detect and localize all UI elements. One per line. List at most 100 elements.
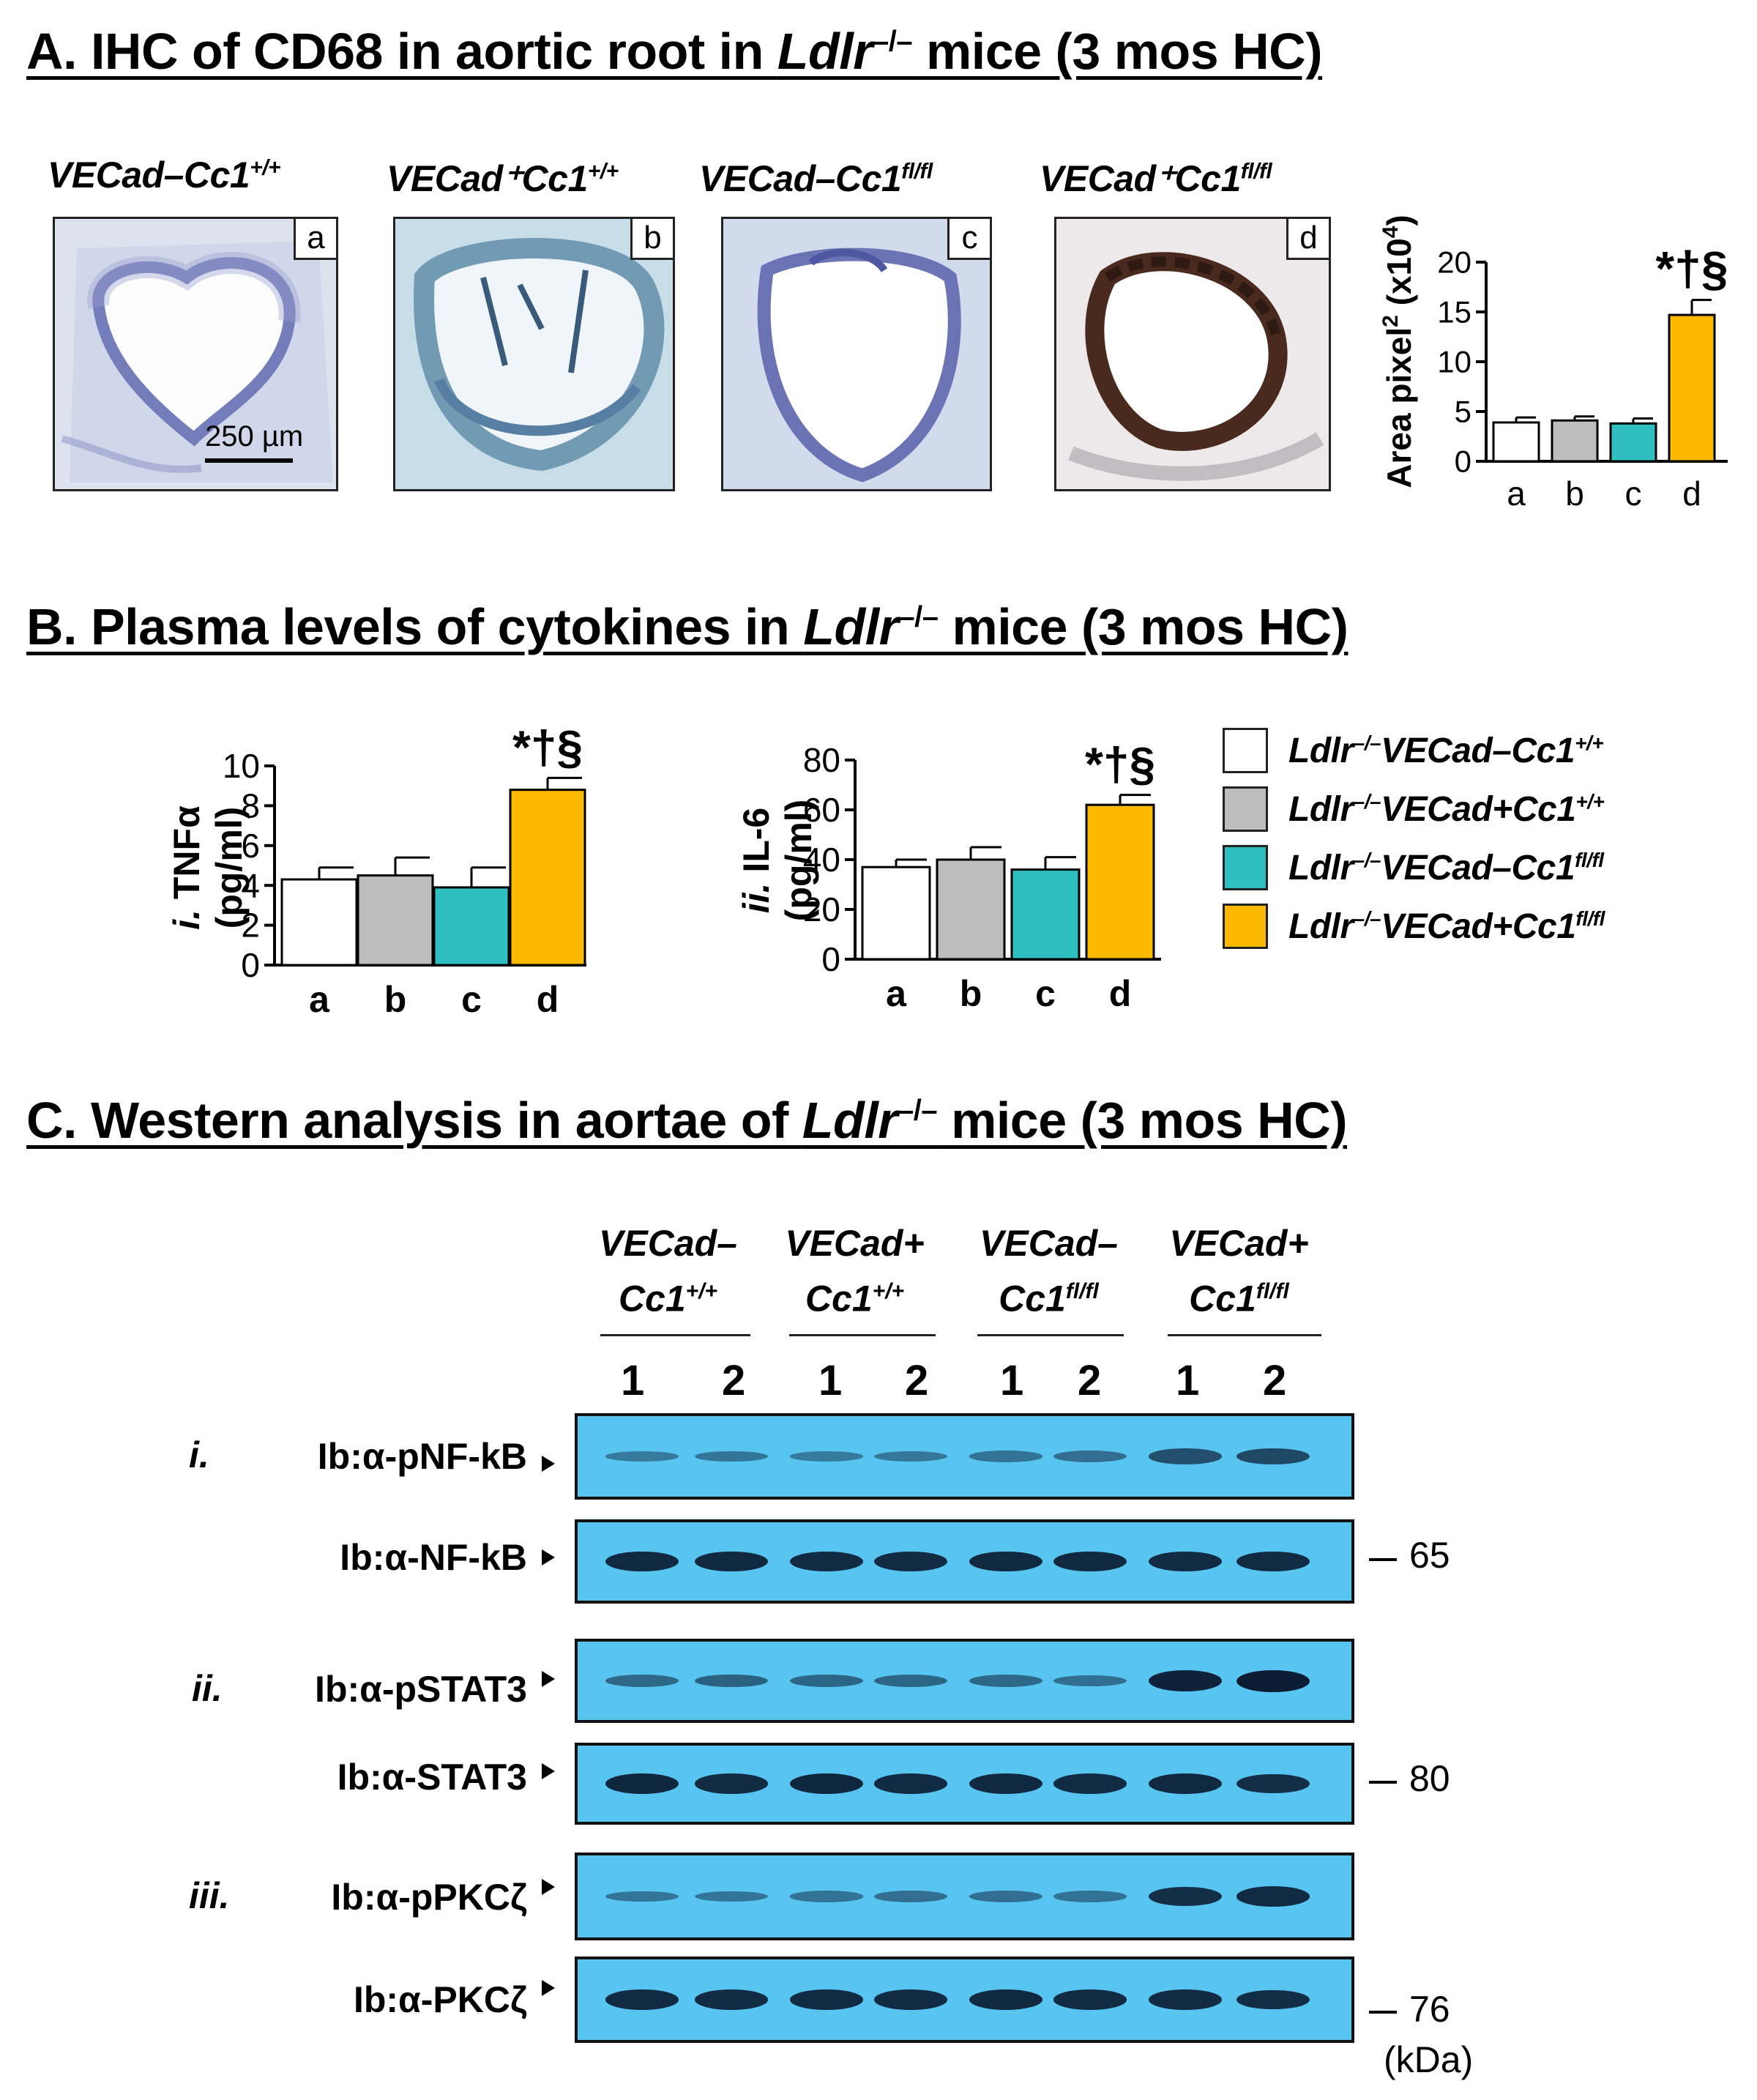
legend-item-a: Ldlr–/–VECad–Cc1+/+ bbox=[1223, 725, 1604, 776]
blot-band bbox=[1236, 1448, 1310, 1465]
legend-item-d: Ldlr–/–VECad+Cc1fl/fl bbox=[1223, 901, 1605, 952]
blot-band bbox=[1236, 1773, 1310, 1794]
blot-band bbox=[1149, 1886, 1222, 1907]
blot-band bbox=[1053, 1773, 1127, 1794]
scale-bar-label: 250 µm bbox=[205, 420, 304, 453]
y-tick-label: 10 bbox=[223, 747, 260, 785]
section-a-title-post: mice (3 mos HC) bbox=[912, 23, 1323, 80]
category-label: a bbox=[1507, 474, 1526, 513]
bar-d bbox=[509, 789, 586, 967]
blot-label-6: Ib:α-PKCζ bbox=[353, 1979, 527, 2020]
blot-arrow-5 bbox=[542, 1879, 555, 1895]
blot-arrow-1 bbox=[542, 1456, 555, 1472]
y-tick-label: 2 bbox=[241, 906, 260, 945]
blot-arrow-3 bbox=[542, 1671, 555, 1687]
y-tick-label: 60 bbox=[803, 791, 840, 829]
blot-band bbox=[1053, 1675, 1127, 1687]
blot-band bbox=[695, 1891, 768, 1902]
bar-c bbox=[1609, 422, 1657, 463]
legend-label-c: Ldlr–/–VECad–Cc1fl/fl bbox=[1288, 848, 1604, 887]
micrograph-d: d bbox=[1054, 217, 1331, 491]
lane-number-1: 1 bbox=[621, 1357, 645, 1404]
blot-band bbox=[695, 1674, 768, 1688]
blot-band bbox=[790, 1551, 863, 1572]
chart-il6: 0 20 40 60 80 a b c d *†§ ii. IL-6 (pg/ml) bbox=[736, 738, 1161, 1014]
section-b-title-gene: Ldlr bbox=[803, 598, 899, 655]
blot-band bbox=[695, 1451, 768, 1462]
category-label: a bbox=[309, 979, 330, 1020]
legend-item-c: Ldlr–/–VECad–Cc1fl/fl bbox=[1223, 842, 1604, 893]
section-c-title-gene: Ldlr bbox=[802, 1092, 898, 1149]
blot-band bbox=[1149, 1773, 1222, 1794]
blot-band bbox=[695, 1551, 768, 1572]
legend-label-d: Ldlr–/–VECad+Cc1fl/fl bbox=[1288, 906, 1605, 946]
section-a-title: A. IHC of CD68 in aortic root in Ldlr–/–… bbox=[26, 22, 1323, 81]
blot-band bbox=[969, 1773, 1042, 1794]
bar-d bbox=[1668, 313, 1716, 463]
micro-letter-c: c bbox=[947, 219, 990, 260]
blot-band bbox=[874, 1891, 947, 1902]
section-a-title-sup: –/– bbox=[873, 25, 913, 58]
blot-panel-6 bbox=[575, 1956, 1354, 2043]
blot-label-3: Ib:α-pSTAT3 bbox=[315, 1669, 527, 1710]
y-tick-label: 6 bbox=[241, 827, 260, 865]
micro-label-a: VECad–Cc1+/+ bbox=[48, 154, 281, 196]
blot-band bbox=[874, 1773, 947, 1794]
section-b-title-pre: B. Plasma levels of cytokines in bbox=[26, 598, 804, 655]
blot-band bbox=[1149, 1670, 1222, 1691]
blot-band bbox=[1236, 1989, 1310, 2010]
blot-panel-4 bbox=[575, 1743, 1354, 1825]
micrograph-a-image bbox=[55, 219, 336, 489]
blot-panel-3 bbox=[575, 1639, 1354, 1723]
legend-item-b: Ldlr–/–VECad+Cc1+/+ bbox=[1223, 783, 1605, 835]
blot-band bbox=[605, 1891, 679, 1902]
blot-band bbox=[605, 1551, 679, 1572]
significance-label: *†§ bbox=[512, 721, 583, 773]
lane-number-6: 2 bbox=[1078, 1357, 1102, 1404]
kda-label: (kDa) bbox=[1384, 2039, 1474, 2080]
micrograph-d-image bbox=[1056, 219, 1329, 489]
y-tick-label: 20 bbox=[803, 890, 840, 928]
blot-band bbox=[1053, 1989, 1127, 2010]
blot-band bbox=[969, 1989, 1042, 2010]
bar-c bbox=[1010, 868, 1081, 961]
chart-a-area: 0 5 10 15 20 a b c d *†§ Area pixel2 (x104) bbox=[1379, 215, 1728, 513]
group-header-2: VECad+ Cc1+/+ bbox=[785, 1223, 925, 1319]
lane-number-3: 1 bbox=[818, 1357, 843, 1404]
blot-band bbox=[874, 1674, 947, 1688]
y-tick-label: 0 bbox=[821, 940, 840, 978]
section-a-title-gene: Ldlr bbox=[777, 23, 873, 80]
category-label: c bbox=[461, 979, 482, 1020]
significance-label: *†§ bbox=[1655, 242, 1728, 296]
blot-band bbox=[790, 1989, 863, 2010]
legend-swatch-d bbox=[1223, 904, 1268, 949]
legend-label-b: Ldlr–/–VECad+Cc1+/+ bbox=[1288, 789, 1605, 829]
blot-arrow-2 bbox=[542, 1549, 555, 1565]
legend-swatch-a bbox=[1223, 728, 1268, 773]
y-tick-label: 40 bbox=[803, 841, 840, 879]
blot-roman-3: iii. bbox=[189, 1875, 230, 1916]
group-line-1 bbox=[600, 1334, 750, 1336]
blot-band bbox=[969, 1675, 1042, 1687]
y-tick-label: 15 bbox=[1437, 295, 1471, 329]
blot-band bbox=[874, 1989, 947, 2010]
scale-bar bbox=[205, 458, 293, 463]
bar-b bbox=[936, 858, 1006, 961]
section-b-title-sup: –/– bbox=[898, 600, 939, 633]
micrograph-c-image bbox=[723, 219, 990, 489]
significance-label: *†§ bbox=[1085, 738, 1155, 791]
y-tick-label: 20 bbox=[1437, 245, 1471, 280]
blot-label-4: Ib:α-STAT3 bbox=[337, 1757, 527, 1798]
micrograph-a: a 250 µm bbox=[53, 217, 338, 491]
category-label: d bbox=[1109, 973, 1132, 1014]
blot-band bbox=[1053, 1551, 1127, 1572]
y-tick-label: 4 bbox=[241, 866, 260, 904]
y-tick-label: 0 bbox=[1455, 444, 1471, 479]
category-label: d bbox=[1682, 474, 1701, 513]
blot-band bbox=[969, 1551, 1042, 1572]
mw-dash-1 bbox=[1369, 1558, 1397, 1561]
blot-band bbox=[1053, 1451, 1127, 1462]
blot-band bbox=[790, 1891, 863, 1902]
y-axis-unit: (pg/ml) bbox=[209, 807, 250, 929]
legend-label-a: Ldlr–/–VECad–Cc1+/+ bbox=[1288, 731, 1604, 770]
